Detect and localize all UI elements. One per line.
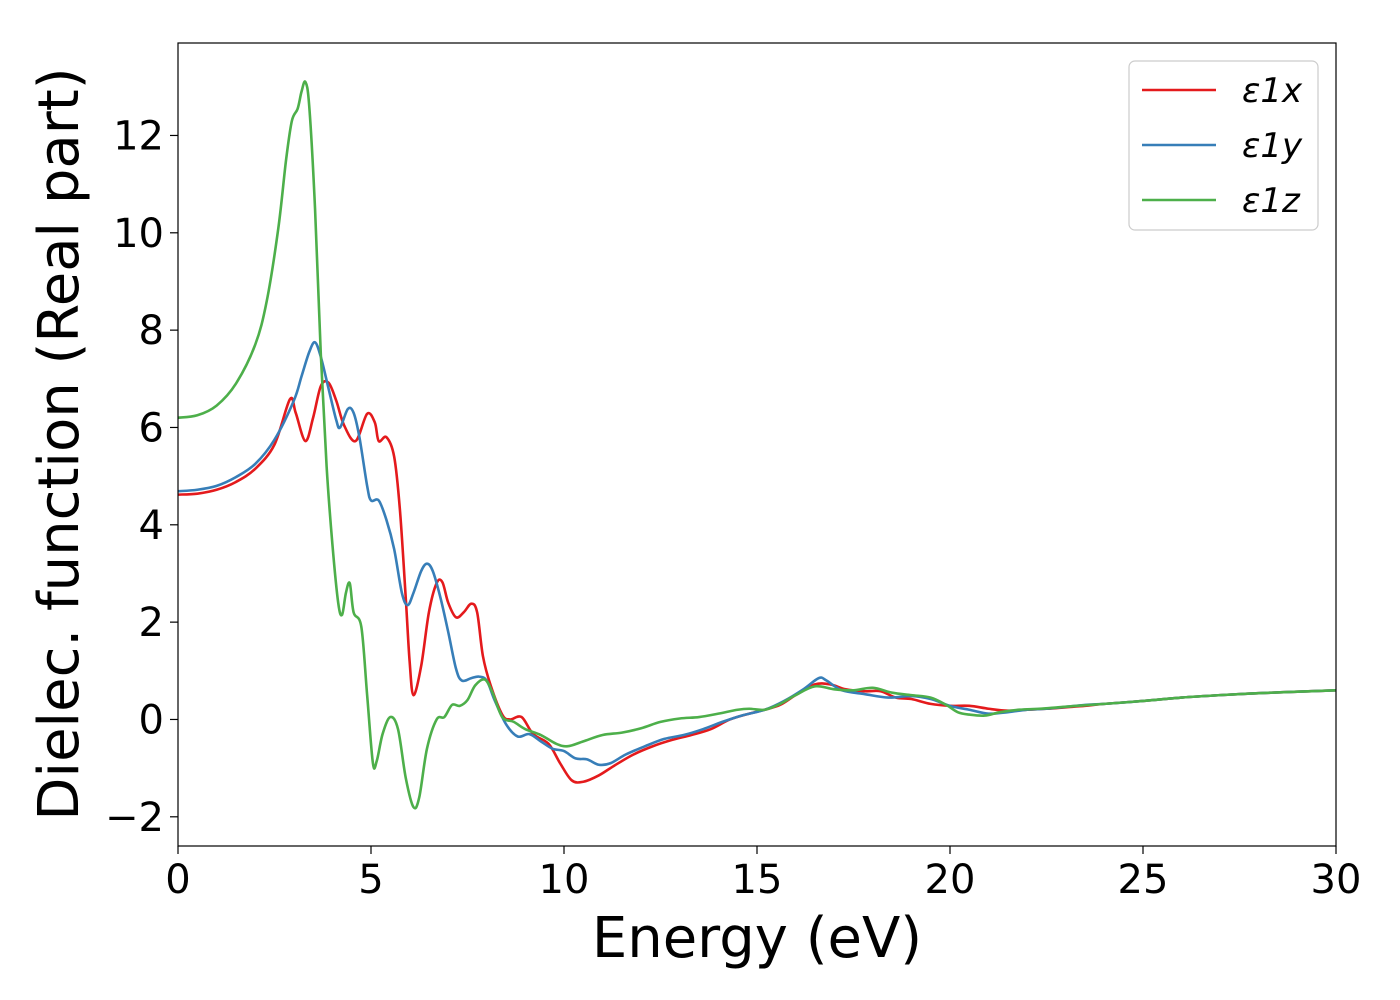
x-tick-label: 30 <box>1311 857 1362 903</box>
y-axis: −2 0 2 4 6 8 10 12 <box>105 113 178 841</box>
y-tick-label: 4 <box>139 503 164 549</box>
legend-label-1: ε1y <box>1242 126 1303 166</box>
x-tick-label: 0 <box>165 857 190 903</box>
x-tick-label: 10 <box>539 857 590 903</box>
y-axis-title: Dielec. function (Real part) <box>27 67 92 820</box>
x-tick-label: 25 <box>1118 857 1169 903</box>
y-tick-label: 12 <box>113 113 164 159</box>
x-axis-title: Energy (eV) <box>592 906 922 971</box>
y-tick-label: 8 <box>139 308 164 354</box>
series-line-2 <box>178 80 1336 810</box>
y-tick-label: 0 <box>139 697 164 743</box>
legend-box <box>1128 60 1319 231</box>
y-tick-label: 2 <box>139 600 164 646</box>
x-tick-label: 15 <box>732 857 783 903</box>
legend-label-2: ε1z <box>1242 181 1301 221</box>
series-layer <box>178 80 1336 810</box>
y-tick-label: 6 <box>139 405 164 451</box>
y-tick-label: 10 <box>113 211 164 257</box>
x-tick-label: 20 <box>925 857 976 903</box>
series-line-0 <box>178 379 1336 784</box>
series-line-1 <box>178 340 1336 767</box>
y-tick-label: −2 <box>105 795 164 841</box>
x-tick-label: 5 <box>358 857 383 903</box>
legend-label-0: ε1x <box>1242 71 1303 111</box>
x-axis: 0 5 10 15 20 25 30 <box>165 846 1361 903</box>
legend: ε1x ε1y ε1z <box>1128 60 1319 231</box>
